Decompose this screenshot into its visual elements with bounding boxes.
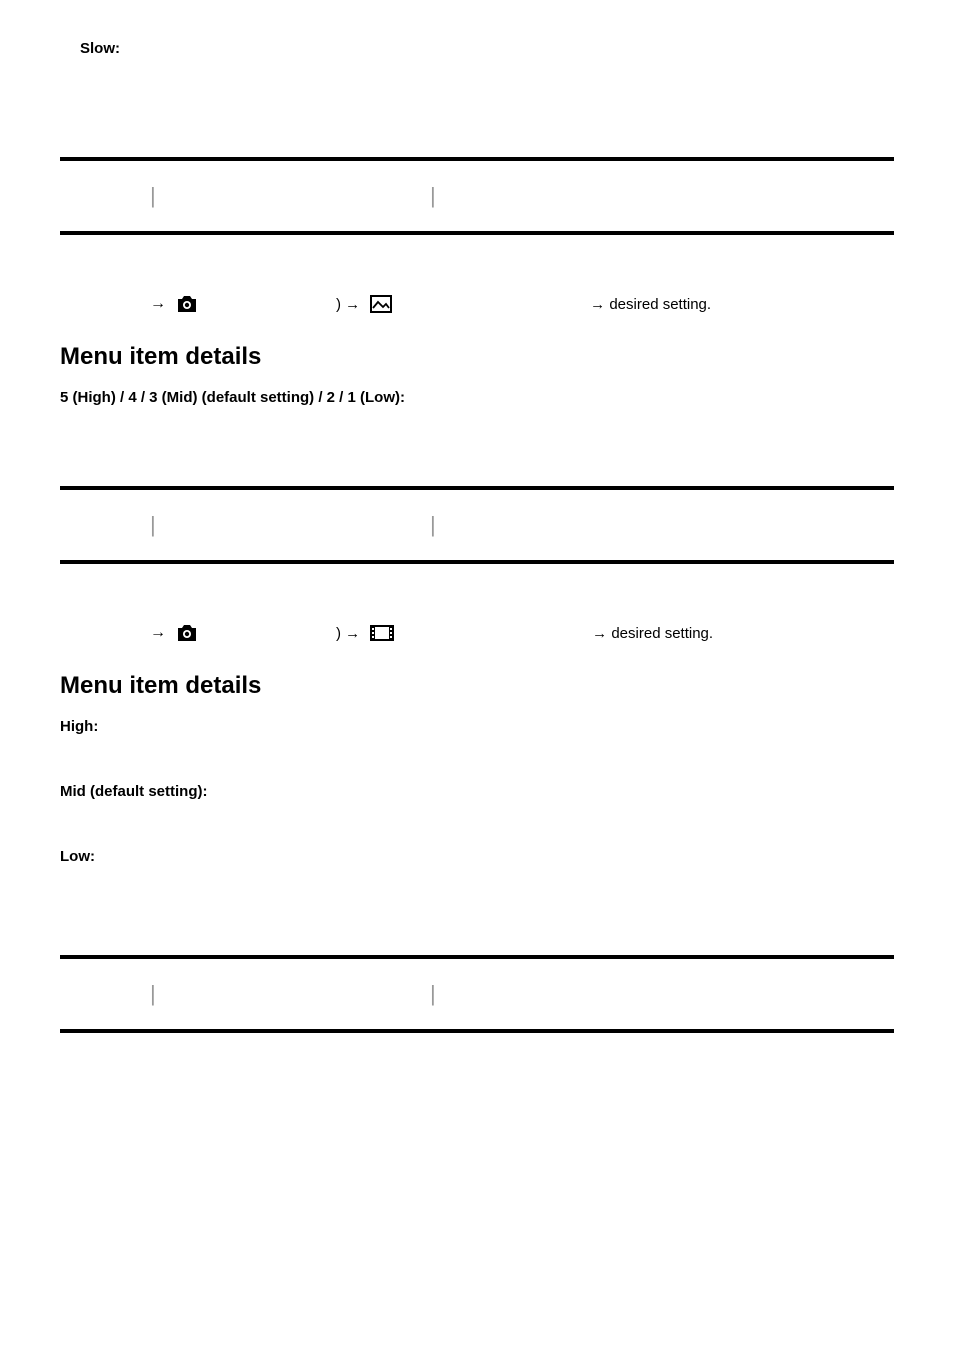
low-label: Low: [60,848,894,865]
breadcrumb-separator: | [430,183,436,209]
paren-arrow: ) → [336,296,360,313]
arrow-icon: → [150,624,166,642]
desired-setting-text: → desired setting. [592,625,713,642]
breadcrumb-separator: | [430,981,436,1007]
arrow-icon: → [150,295,166,313]
menu-item-details-heading: Menu item details [60,343,894,371]
breadcrumb-row: | | [60,959,894,1029]
breadcrumb-row: | | [60,161,894,231]
breadcrumb-separator: | [150,981,430,1007]
menu-path: → ) → → desired setting. [150,295,894,313]
high-label: High: [60,718,894,735]
camera-icon [176,624,198,642]
section-divider-bottom [60,560,894,564]
movie-icon [370,625,394,641]
camera-icon [176,295,198,313]
paren-arrow: ) → [336,625,360,642]
breadcrumb-row: | | [60,490,894,560]
breadcrumb-separator: | [150,512,430,538]
section-divider-bottom [60,1029,894,1033]
menu-item-details-heading: Menu item details [60,672,894,700]
mid-label: Mid (default setting): [60,783,894,800]
options-list: 5 (High) / 4 / 3 (Mid) (default setting)… [60,389,894,406]
desired-setting-text: → desired setting. [590,296,711,313]
breadcrumb-separator: | [430,512,436,538]
image-icon [370,295,392,313]
breadcrumb-separator: | [150,183,430,209]
menu-path: → ) → → desired setting. [150,624,894,642]
section-divider-bottom [60,231,894,235]
slow-label: Slow: [80,40,894,57]
